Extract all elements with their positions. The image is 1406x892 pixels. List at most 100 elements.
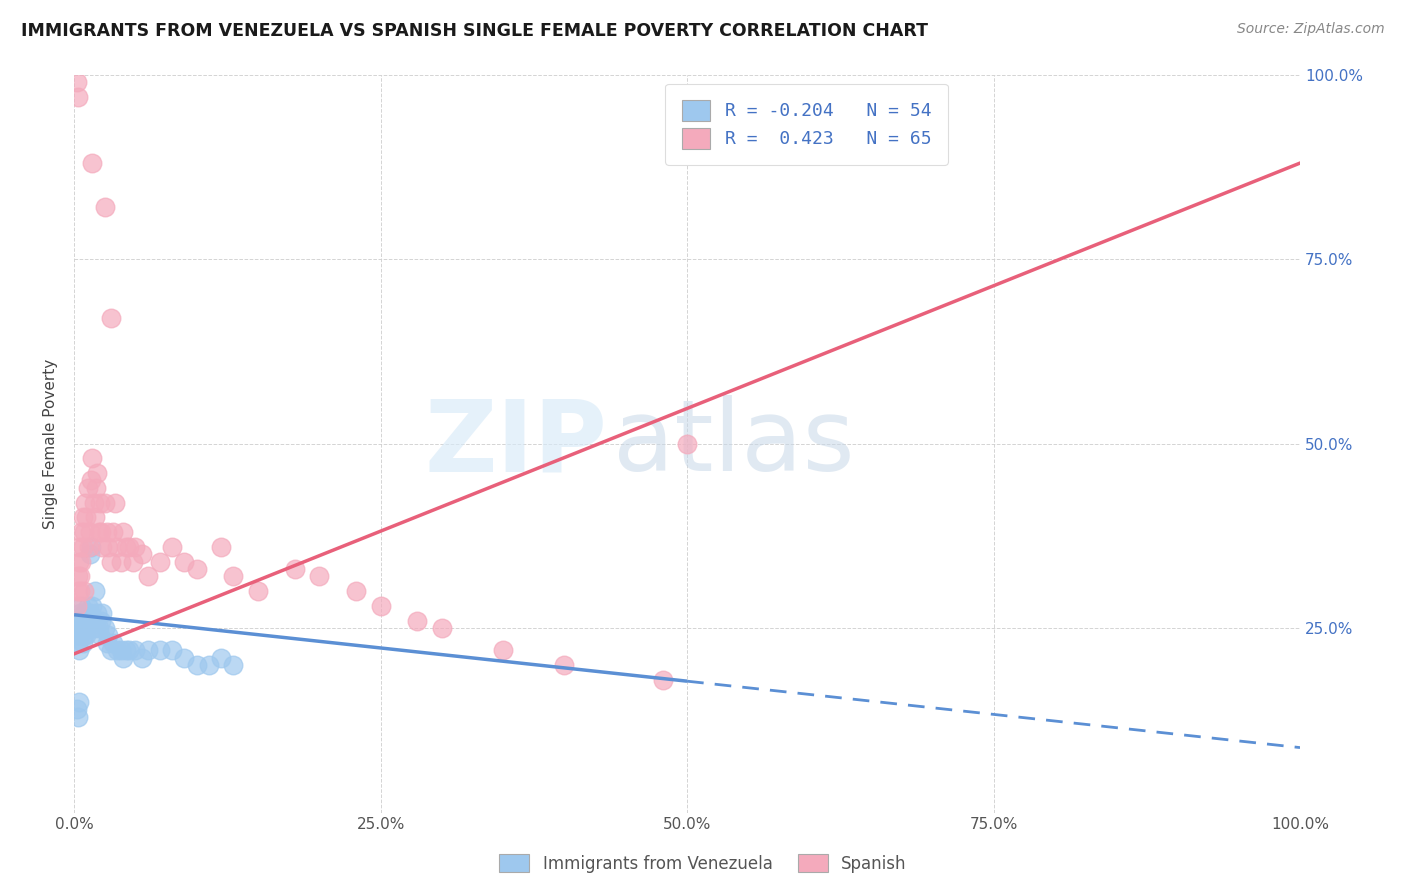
Point: [70, 525, 93, 540]
Point: [124, 540, 146, 554]
Point: [84, 510, 107, 524]
Legend: R = -0.204   N = 54, R =  0.423   N = 65: R = -0.204 N = 54, R = 0.423 N = 65: [665, 84, 948, 165]
Point: [65, 702, 87, 716]
Point: [308, 569, 330, 583]
Point: [105, 643, 128, 657]
Point: [118, 540, 141, 554]
Point: [75, 495, 97, 509]
Point: [73, 584, 96, 599]
Point: [72, 614, 94, 628]
Point: [69, 628, 91, 642]
Point: [69, 584, 91, 599]
Point: [160, 643, 183, 657]
Point: [72, 636, 94, 650]
Point: [67, 695, 90, 709]
Point: [70, 555, 93, 569]
Point: [131, 650, 153, 665]
Point: [76, 481, 98, 495]
Point: [100, 311, 122, 326]
Point: [122, 555, 145, 569]
Point: [80, 540, 103, 554]
Point: [114, 540, 136, 554]
Point: [84, 584, 107, 599]
Point: [103, 525, 125, 540]
Point: [209, 540, 232, 554]
Point: [118, 643, 141, 657]
Point: [160, 540, 183, 554]
Point: [96, 636, 118, 650]
Point: [186, 562, 208, 576]
Point: [103, 495, 125, 509]
Point: [86, 607, 108, 621]
Point: [124, 643, 146, 657]
Point: [105, 540, 128, 554]
Point: [79, 547, 101, 561]
Point: [67, 540, 90, 554]
Point: [676, 436, 699, 450]
Point: [89, 628, 111, 642]
Point: [77, 540, 100, 554]
Point: [430, 621, 453, 635]
Point: [66, 709, 89, 723]
Text: Source: ZipAtlas.com: Source: ZipAtlas.com: [1237, 22, 1385, 37]
Text: ZIP: ZIP: [425, 395, 607, 492]
Point: [65, 599, 87, 613]
Point: [76, 599, 98, 613]
Point: [72, 510, 94, 524]
Point: [90, 614, 112, 628]
Point: [110, 643, 132, 657]
Point: [96, 525, 118, 540]
Point: [82, 599, 104, 613]
Point: [93, 621, 115, 635]
Point: [112, 525, 135, 540]
Point: [406, 614, 429, 628]
Point: [186, 657, 208, 672]
Point: [75, 510, 97, 524]
Point: [93, 495, 115, 509]
Point: [149, 555, 172, 569]
Point: [100, 643, 122, 657]
Point: [75, 621, 97, 635]
Point: [553, 657, 575, 672]
Point: [83, 621, 105, 635]
Point: [91, 607, 114, 621]
Point: [73, 607, 96, 621]
Point: [66, 89, 89, 103]
Point: [103, 636, 125, 650]
Point: [93, 200, 115, 214]
Point: [66, 584, 89, 599]
Point: [173, 555, 195, 569]
Point: [70, 599, 93, 613]
Point: [136, 569, 159, 583]
Point: [222, 657, 245, 672]
Point: [84, 481, 107, 495]
Point: [284, 562, 307, 576]
Point: [90, 525, 112, 540]
Point: [70, 621, 93, 635]
Point: [149, 643, 172, 657]
Point: [86, 466, 108, 480]
Point: [75, 614, 97, 628]
Text: IMMIGRANTS FROM VENEZUELA VS SPANISH SINGLE FEMALE POVERTY CORRELATION CHART: IMMIGRANTS FROM VENEZUELA VS SPANISH SIN…: [21, 22, 928, 40]
Point: [344, 584, 367, 599]
Point: [65, 628, 87, 642]
Point: [73, 628, 96, 642]
Point: [209, 650, 232, 665]
Point: [97, 540, 120, 554]
Point: [82, 156, 104, 170]
Point: [79, 525, 101, 540]
Point: [84, 614, 107, 628]
Y-axis label: Single Female Poverty: Single Female Poverty: [44, 359, 58, 529]
Point: [651, 673, 673, 687]
Point: [370, 599, 392, 613]
Point: [82, 451, 104, 466]
Point: [72, 540, 94, 554]
Point: [114, 643, 136, 657]
Point: [112, 650, 135, 665]
Point: [100, 555, 122, 569]
Point: [91, 540, 114, 554]
Point: [66, 569, 89, 583]
Point: [136, 643, 159, 657]
Point: [110, 555, 132, 569]
Text: atlas: atlas: [613, 395, 855, 492]
